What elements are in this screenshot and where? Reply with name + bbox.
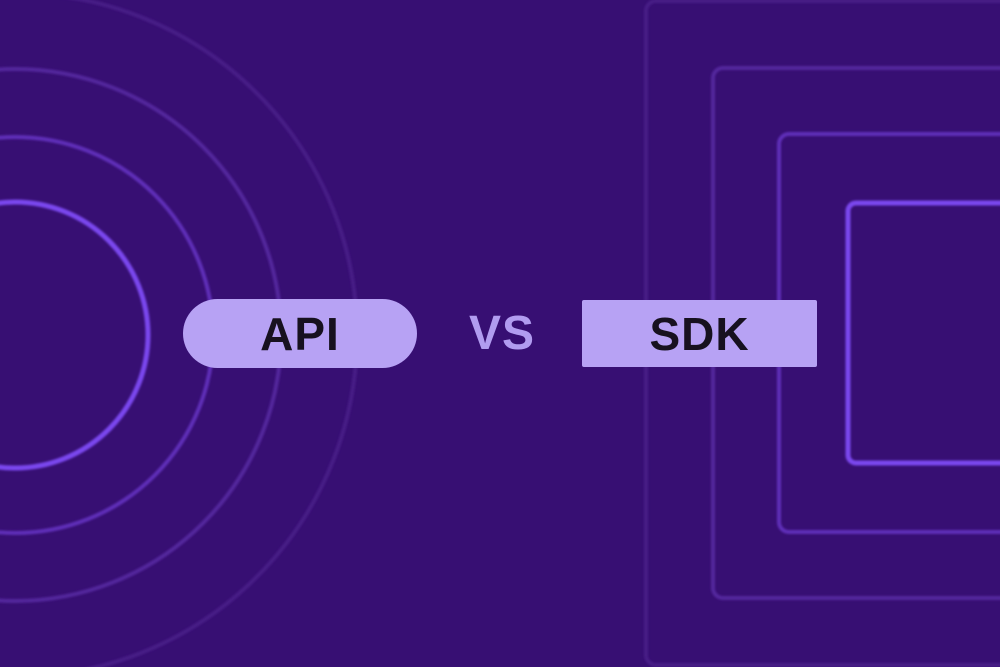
vs-label: VS [452,299,552,368]
vs-label-text: VS [468,306,536,360]
decor-circle-inner [0,199,151,471]
api-badge: API [183,299,417,368]
decor-circle-second [0,135,215,535]
sdk-badge-label: SDK [649,307,750,360]
api-badge-label: API [260,307,340,360]
sdk-badge: SDK [582,300,817,367]
decor-square-inner [845,200,1000,466]
